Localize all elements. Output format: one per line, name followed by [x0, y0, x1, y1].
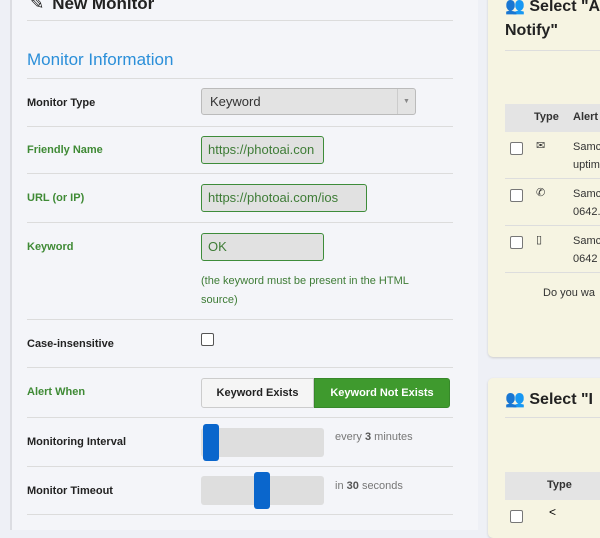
- keyword-input[interactable]: OK: [201, 233, 324, 261]
- url-label: URL (or IP): [27, 192, 85, 204]
- envelope-icon: ✉: [536, 140, 546, 152]
- second-panel: 👥 Select "I Type <: [488, 378, 600, 538]
- keyword-label: Keyword: [27, 241, 74, 253]
- chevron-down-icon: ▼: [397, 89, 415, 114]
- section-title: Monitor Information: [27, 50, 174, 69]
- keyword-help: (the keyword must be present in the HTML…: [201, 275, 409, 306]
- footer-question: Do you wa: [543, 287, 595, 299]
- timeout-slider-handle[interactable]: [254, 472, 270, 509]
- monitor-type-select[interactable]: Keyword ▼: [201, 88, 416, 115]
- users-icon: 👥: [505, 391, 525, 408]
- keyword-not-exists-button[interactable]: Keyword Not Exists: [314, 378, 450, 408]
- alert-contacts-panel: 👥 Select "A Notify" Type Alert ✉ Samc uptim…: [488, 0, 600, 357]
- table-row: ✆ Samc 0642.: [505, 179, 600, 226]
- interval-readout: every 3 minutes: [335, 431, 413, 443]
- row-checkbox[interactable]: [510, 236, 523, 249]
- users-icon: 👥: [505, 0, 525, 15]
- timeout-readout: in 30 seconds: [335, 480, 403, 492]
- table-row: ▯ Samc 0642: [505, 226, 600, 273]
- row-checkbox[interactable]: [510, 142, 523, 155]
- case-insensitive-label: Case-insensitive: [27, 338, 114, 350]
- table-header: Type Alert: [505, 104, 600, 132]
- monitor-type-label: Monitor Type: [27, 97, 96, 109]
- friendly-name-input[interactable]: https://photoai.con: [201, 136, 324, 164]
- friendly-name-label: Friendly Name: [27, 144, 103, 156]
- mobile-icon: ▯: [536, 234, 543, 246]
- keyword-exists-button[interactable]: Keyword Exists: [201, 378, 314, 408]
- edit-icon: ✎: [30, 0, 45, 13]
- interval-slider[interactable]: [201, 424, 324, 461]
- row-checkbox[interactable]: [510, 510, 523, 523]
- case-insensitive-checkbox[interactable]: [201, 333, 214, 346]
- interval-label: Monitoring Interval: [27, 436, 126, 448]
- phone-icon: ✆: [536, 187, 546, 199]
- alert-when-label: Alert When: [27, 386, 86, 398]
- url-input[interactable]: https://photoai.com/ios: [201, 184, 367, 212]
- timeout-label: Monitor Timeout: [27, 485, 113, 497]
- table-row: ✉ Samc uptim: [505, 132, 600, 179]
- share-icon: <: [549, 505, 557, 519]
- interval-slider-handle[interactable]: [203, 424, 219, 461]
- row-checkbox[interactable]: [510, 189, 523, 202]
- table-header: Type: [505, 472, 600, 500]
- panel-header: ✎ New Monitor: [30, 0, 154, 14]
- timeout-slider[interactable]: [201, 472, 324, 509]
